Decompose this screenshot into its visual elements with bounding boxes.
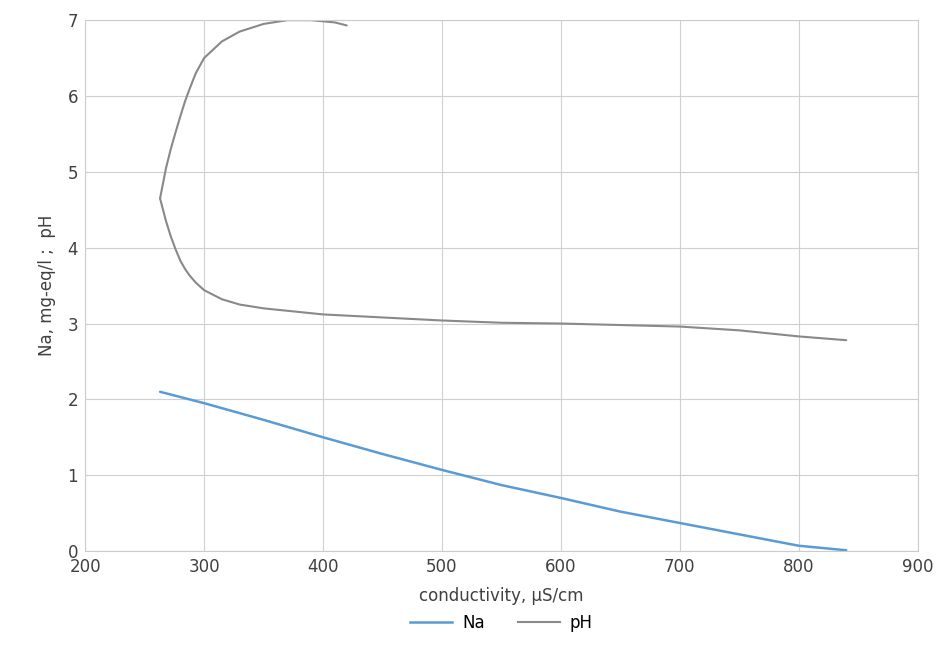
pH bbox=[184, 85, 196, 93]
Na bbox=[733, 530, 745, 538]
Na bbox=[555, 494, 567, 502]
pH bbox=[329, 18, 341, 26]
pH bbox=[154, 194, 166, 202]
X-axis label: conductivity, μS/cm: conductivity, μS/cm bbox=[419, 587, 584, 605]
pH bbox=[258, 20, 270, 28]
pH bbox=[160, 164, 171, 172]
Line: pH: pH bbox=[160, 20, 347, 198]
Legend: Na, pH: Na, pH bbox=[404, 607, 599, 638]
Na bbox=[377, 450, 388, 458]
Na bbox=[841, 546, 852, 554]
pH bbox=[166, 145, 177, 153]
Na bbox=[199, 399, 210, 407]
Na bbox=[496, 481, 507, 489]
pH bbox=[180, 97, 191, 106]
pH bbox=[170, 128, 182, 136]
Na bbox=[674, 519, 686, 527]
Na bbox=[317, 433, 328, 442]
Na bbox=[258, 416, 270, 424]
Na bbox=[436, 466, 447, 474]
pH bbox=[217, 38, 228, 46]
Line: Na: Na bbox=[160, 392, 847, 550]
Na bbox=[793, 542, 804, 550]
pH bbox=[306, 16, 317, 24]
pH bbox=[175, 112, 186, 120]
pH bbox=[234, 28, 245, 36]
pH bbox=[282, 16, 293, 24]
Na bbox=[615, 507, 626, 515]
pH bbox=[199, 54, 210, 62]
pH bbox=[342, 22, 353, 30]
pH bbox=[190, 69, 201, 77]
Y-axis label: Na, mg-eq/l ;  pH: Na, mg-eq/l ; pH bbox=[39, 215, 57, 356]
Na bbox=[154, 388, 166, 396]
